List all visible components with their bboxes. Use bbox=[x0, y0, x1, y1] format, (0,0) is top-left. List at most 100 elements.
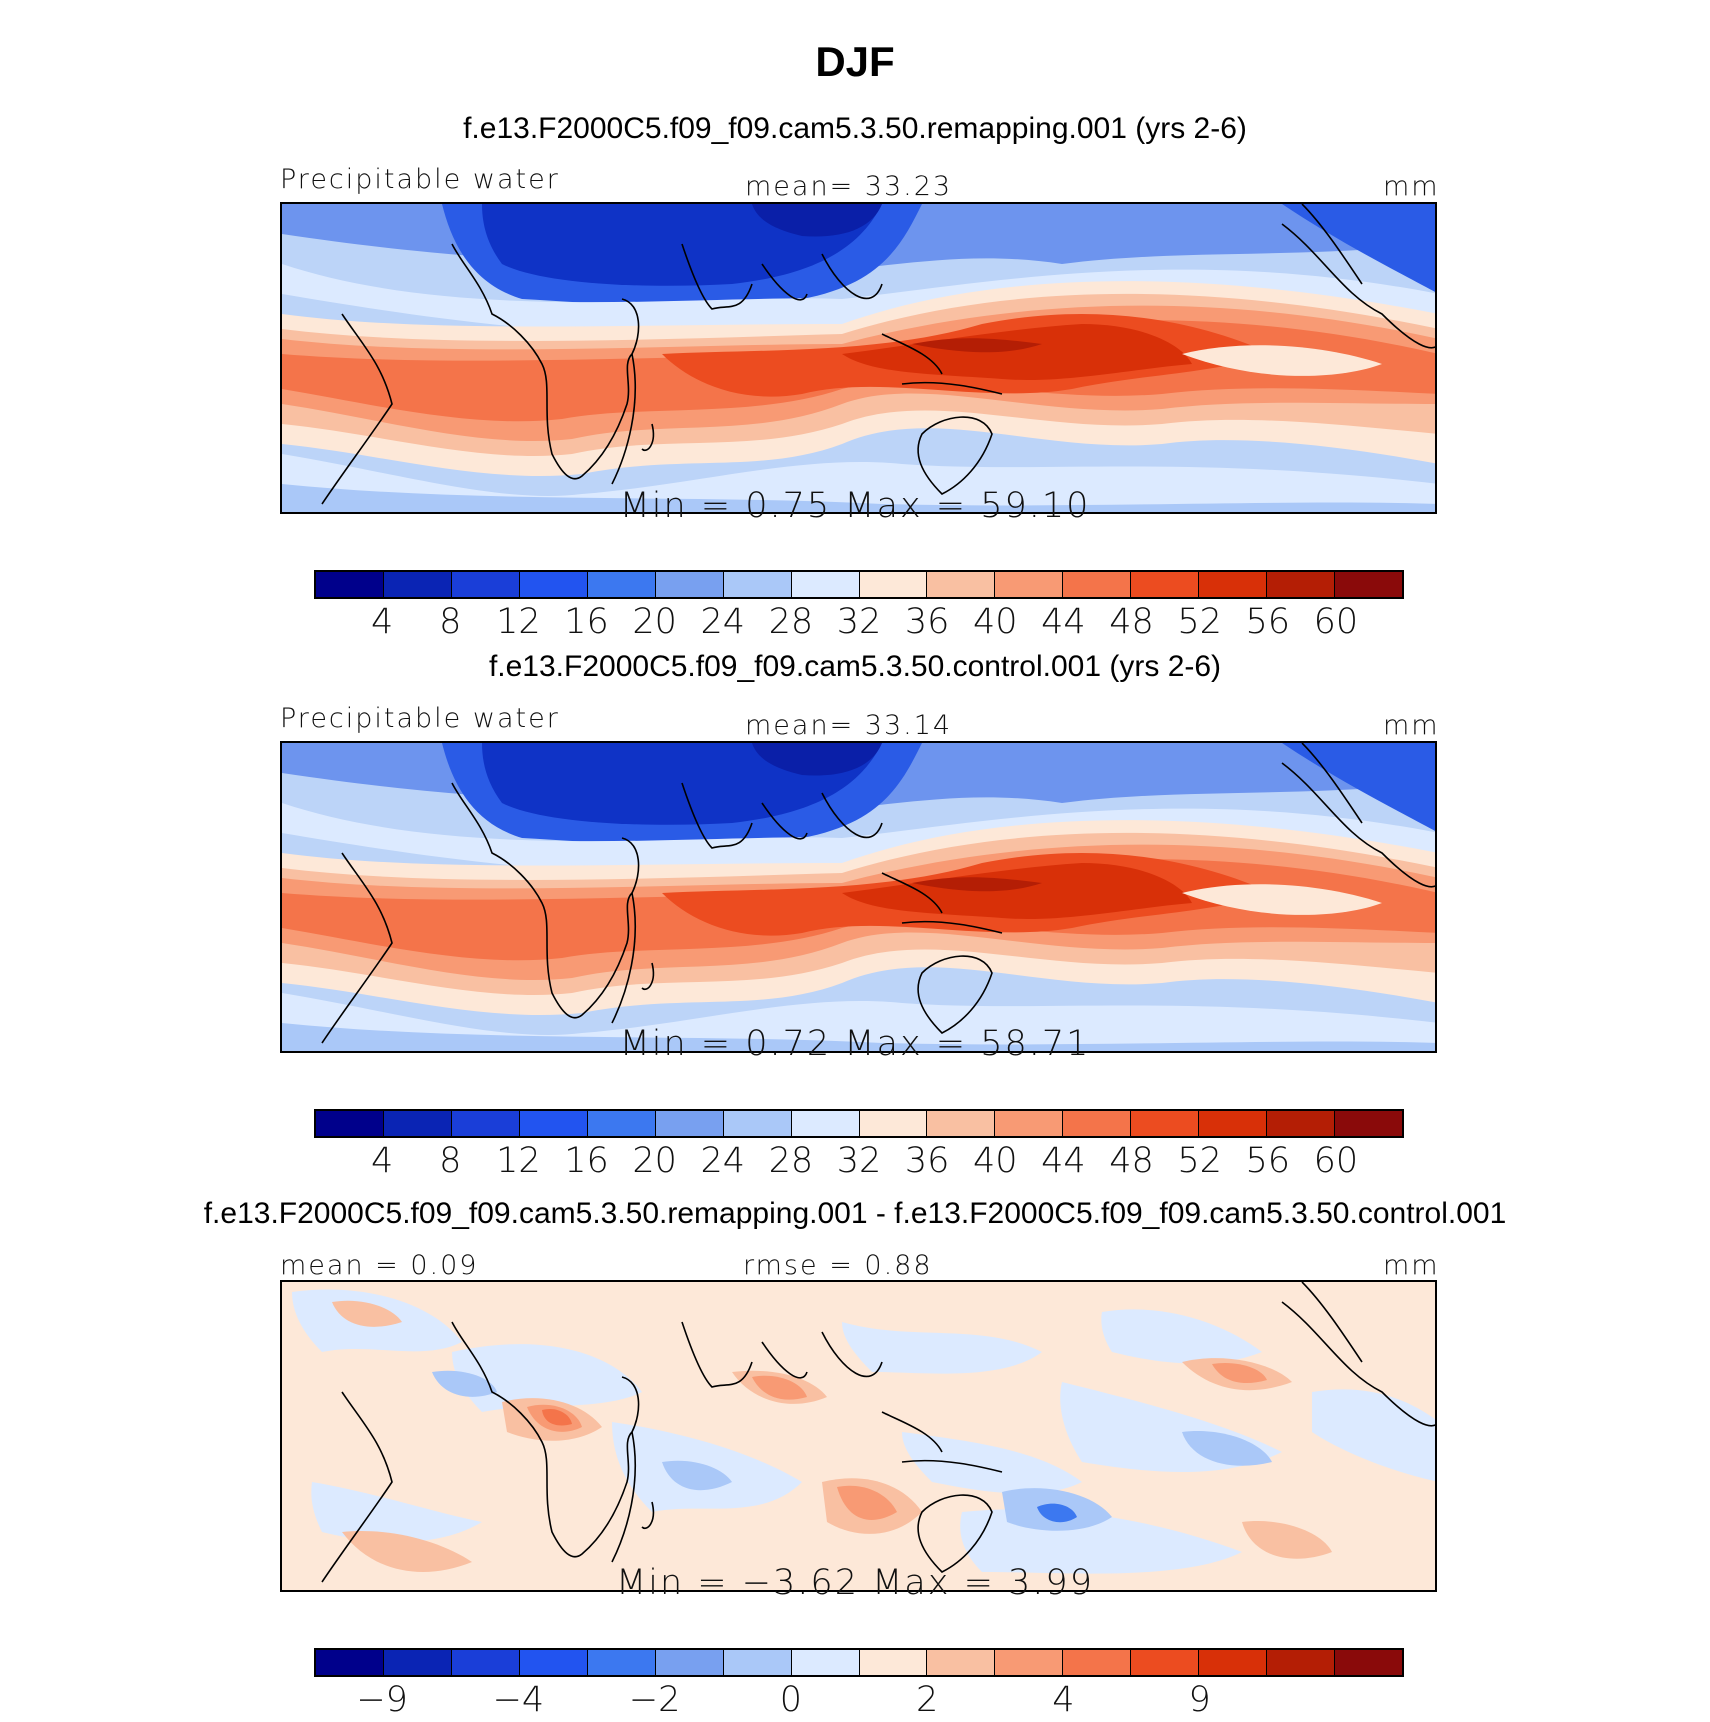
colorbar-swatch bbox=[1267, 1111, 1336, 1136]
colorbar-swatch bbox=[1063, 572, 1132, 597]
colorbar-tick-label: 32 bbox=[836, 1141, 882, 1181]
colorbar-swatch bbox=[587, 572, 656, 597]
panel-1-variable-label: Precipitable water bbox=[280, 164, 560, 195]
colorbar-tick-label: 20 bbox=[632, 1141, 677, 1181]
colorbar-tick-label: 28 bbox=[768, 1141, 814, 1181]
main-title: DJF bbox=[815, 38, 895, 85]
colorbar-tick-label: 9 bbox=[1188, 1680, 1211, 1720]
colorbar-swatch bbox=[655, 1111, 724, 1136]
colorbar-swatch bbox=[519, 1650, 588, 1675]
colorbar-swatch bbox=[859, 1111, 928, 1136]
colorbar-tick-label: 32 bbox=[836, 602, 882, 642]
colorbar-swatch bbox=[791, 1111, 860, 1136]
colorbar-swatch bbox=[791, 1650, 860, 1675]
colorbar-swatch bbox=[316, 1111, 384, 1136]
panel-2-map bbox=[280, 741, 1437, 1053]
colorbar-tick-label: 52 bbox=[1177, 1141, 1222, 1181]
colorbar-swatch bbox=[859, 1650, 928, 1675]
colorbar-swatch bbox=[383, 1650, 452, 1675]
colorbar-tick-label: 52 bbox=[1177, 602, 1222, 642]
colorbar-tick-label: 8 bbox=[439, 602, 462, 642]
colorbar-tick-label: 16 bbox=[564, 1141, 609, 1181]
panel-1-case-title: f.e13.F2000C5.f09_f09.cam5.3.50.remappin… bbox=[463, 112, 1247, 145]
panel-2-minmax: Min = 0.72 Max = 58.71 bbox=[619, 1024, 1091, 1064]
panel-1-units-label: mm bbox=[1383, 171, 1440, 202]
colorbar-tick-label: 8 bbox=[439, 1141, 462, 1181]
colorbar-tick-label: 0 bbox=[779, 1680, 803, 1720]
colorbar-swatch bbox=[1199, 1650, 1268, 1675]
colorbar-tick-label: 12 bbox=[496, 602, 541, 642]
colorbar-swatch bbox=[1063, 1650, 1132, 1675]
colorbar-tick-label: 48 bbox=[1109, 1141, 1154, 1181]
colorbar-tick-label: 48 bbox=[1109, 602, 1154, 642]
panel-2-variable-label: Precipitable water bbox=[280, 703, 560, 734]
colorbar-swatch bbox=[519, 1111, 588, 1136]
panel-1-map bbox=[280, 202, 1437, 514]
colorbar-tick-label: 4 bbox=[370, 1141, 394, 1181]
panel-3-colorbar-ticks: −9 −4 −2 0 2 4 9 bbox=[0, 1680, 1710, 1722]
colorbar-swatch bbox=[519, 572, 588, 597]
colorbar-tick-label: 40 bbox=[972, 602, 1018, 642]
colorbar-swatch bbox=[316, 572, 384, 597]
panel-1-minmax: Min = 0.75 Max = 59.10 bbox=[619, 486, 1091, 526]
colorbar-tick-label: 40 bbox=[972, 1141, 1018, 1181]
colorbar-swatch bbox=[1199, 572, 1268, 597]
panel-1-mean-label: mean= 33.23 bbox=[745, 171, 953, 202]
colorbar-swatch bbox=[1335, 1650, 1402, 1675]
colorbar-swatch bbox=[859, 572, 928, 597]
colorbar-swatch bbox=[587, 1111, 656, 1136]
colorbar-swatch bbox=[383, 572, 452, 597]
colorbar-swatch bbox=[1335, 572, 1402, 597]
colorbar-swatch bbox=[995, 1111, 1064, 1136]
colorbar-swatch bbox=[927, 1650, 996, 1675]
colorbar-swatch bbox=[927, 572, 996, 597]
colorbar-swatch bbox=[723, 1650, 792, 1675]
colorbar-swatch bbox=[1199, 1111, 1268, 1136]
colorbar-swatch bbox=[791, 572, 860, 597]
panel-3-rmse-label: rmse = 0.88 bbox=[743, 1250, 933, 1281]
colorbar-swatch bbox=[655, 1650, 724, 1675]
colorbar-swatch bbox=[1131, 572, 1200, 597]
panel-3-case-title: f.e13.F2000C5.f09_f09.cam5.3.50.remappin… bbox=[203, 1197, 1507, 1230]
colorbar-tick-label: 60 bbox=[1313, 602, 1359, 642]
colorbar-swatch bbox=[451, 1650, 520, 1675]
colorbar-swatch bbox=[723, 1111, 792, 1136]
panel-2-units-label: mm bbox=[1383, 710, 1440, 741]
colorbar-tick-label: 44 bbox=[1041, 1141, 1086, 1181]
colorbar-swatch bbox=[1335, 1111, 1402, 1136]
panel-1-colorbar bbox=[314, 570, 1404, 599]
colorbar-tick-label: 24 bbox=[700, 602, 746, 642]
colorbar-swatch bbox=[587, 1650, 656, 1675]
colorbar-tick-label: 20 bbox=[632, 602, 677, 642]
colorbar-tick-label: −4 bbox=[492, 1680, 545, 1720]
colorbar-swatch bbox=[383, 1111, 452, 1136]
colorbar-tick-label: 36 bbox=[904, 1141, 950, 1181]
colorbar-swatch bbox=[1131, 1111, 1200, 1136]
colorbar-tick-label: 4 bbox=[1052, 1680, 1075, 1720]
panel-1-colorbar-ticks: 4 8 12 16 20 24 28 32 36 40 44 48 52 56 60 bbox=[0, 602, 1710, 644]
colorbar-tick-label: 44 bbox=[1041, 602, 1086, 642]
panel-2-mean-label: mean= 33.14 bbox=[745, 710, 953, 741]
panel-2-case-title: f.e13.F2000C5.f09_f09.cam5.3.50.control.… bbox=[488, 650, 1222, 683]
colorbar-tick-label: 24 bbox=[700, 1141, 746, 1181]
colorbar-swatch bbox=[451, 572, 520, 597]
panel-3-mean-label: mean = 0.09 bbox=[280, 1250, 479, 1281]
colorbar-swatch bbox=[1267, 1650, 1336, 1675]
colorbar-tick-label: 12 bbox=[496, 1141, 541, 1181]
colorbar-swatch bbox=[995, 572, 1064, 597]
colorbar-tick-label: 60 bbox=[1313, 1141, 1359, 1181]
panel-3-map bbox=[280, 1280, 1437, 1592]
panel-2-colorbar-ticks: 4 8 12 16 20 24 28 32 36 40 44 48 52 56 60 bbox=[0, 1141, 1710, 1183]
colorbar-tick-label: 56 bbox=[1245, 1141, 1291, 1181]
panel-2-colorbar bbox=[314, 1109, 1404, 1138]
colorbar-tick-label: 4 bbox=[370, 602, 394, 642]
colorbar-swatch bbox=[723, 572, 792, 597]
colorbar-swatch bbox=[316, 1650, 384, 1675]
colorbar-tick-label: 28 bbox=[768, 602, 814, 642]
colorbar-swatch bbox=[655, 572, 724, 597]
colorbar-tick-label: −2 bbox=[628, 1680, 681, 1720]
colorbar-swatch bbox=[995, 1650, 1064, 1675]
colorbar-swatch bbox=[927, 1111, 996, 1136]
colorbar-tick-label: 36 bbox=[904, 602, 950, 642]
colorbar-tick-label: 16 bbox=[564, 602, 609, 642]
